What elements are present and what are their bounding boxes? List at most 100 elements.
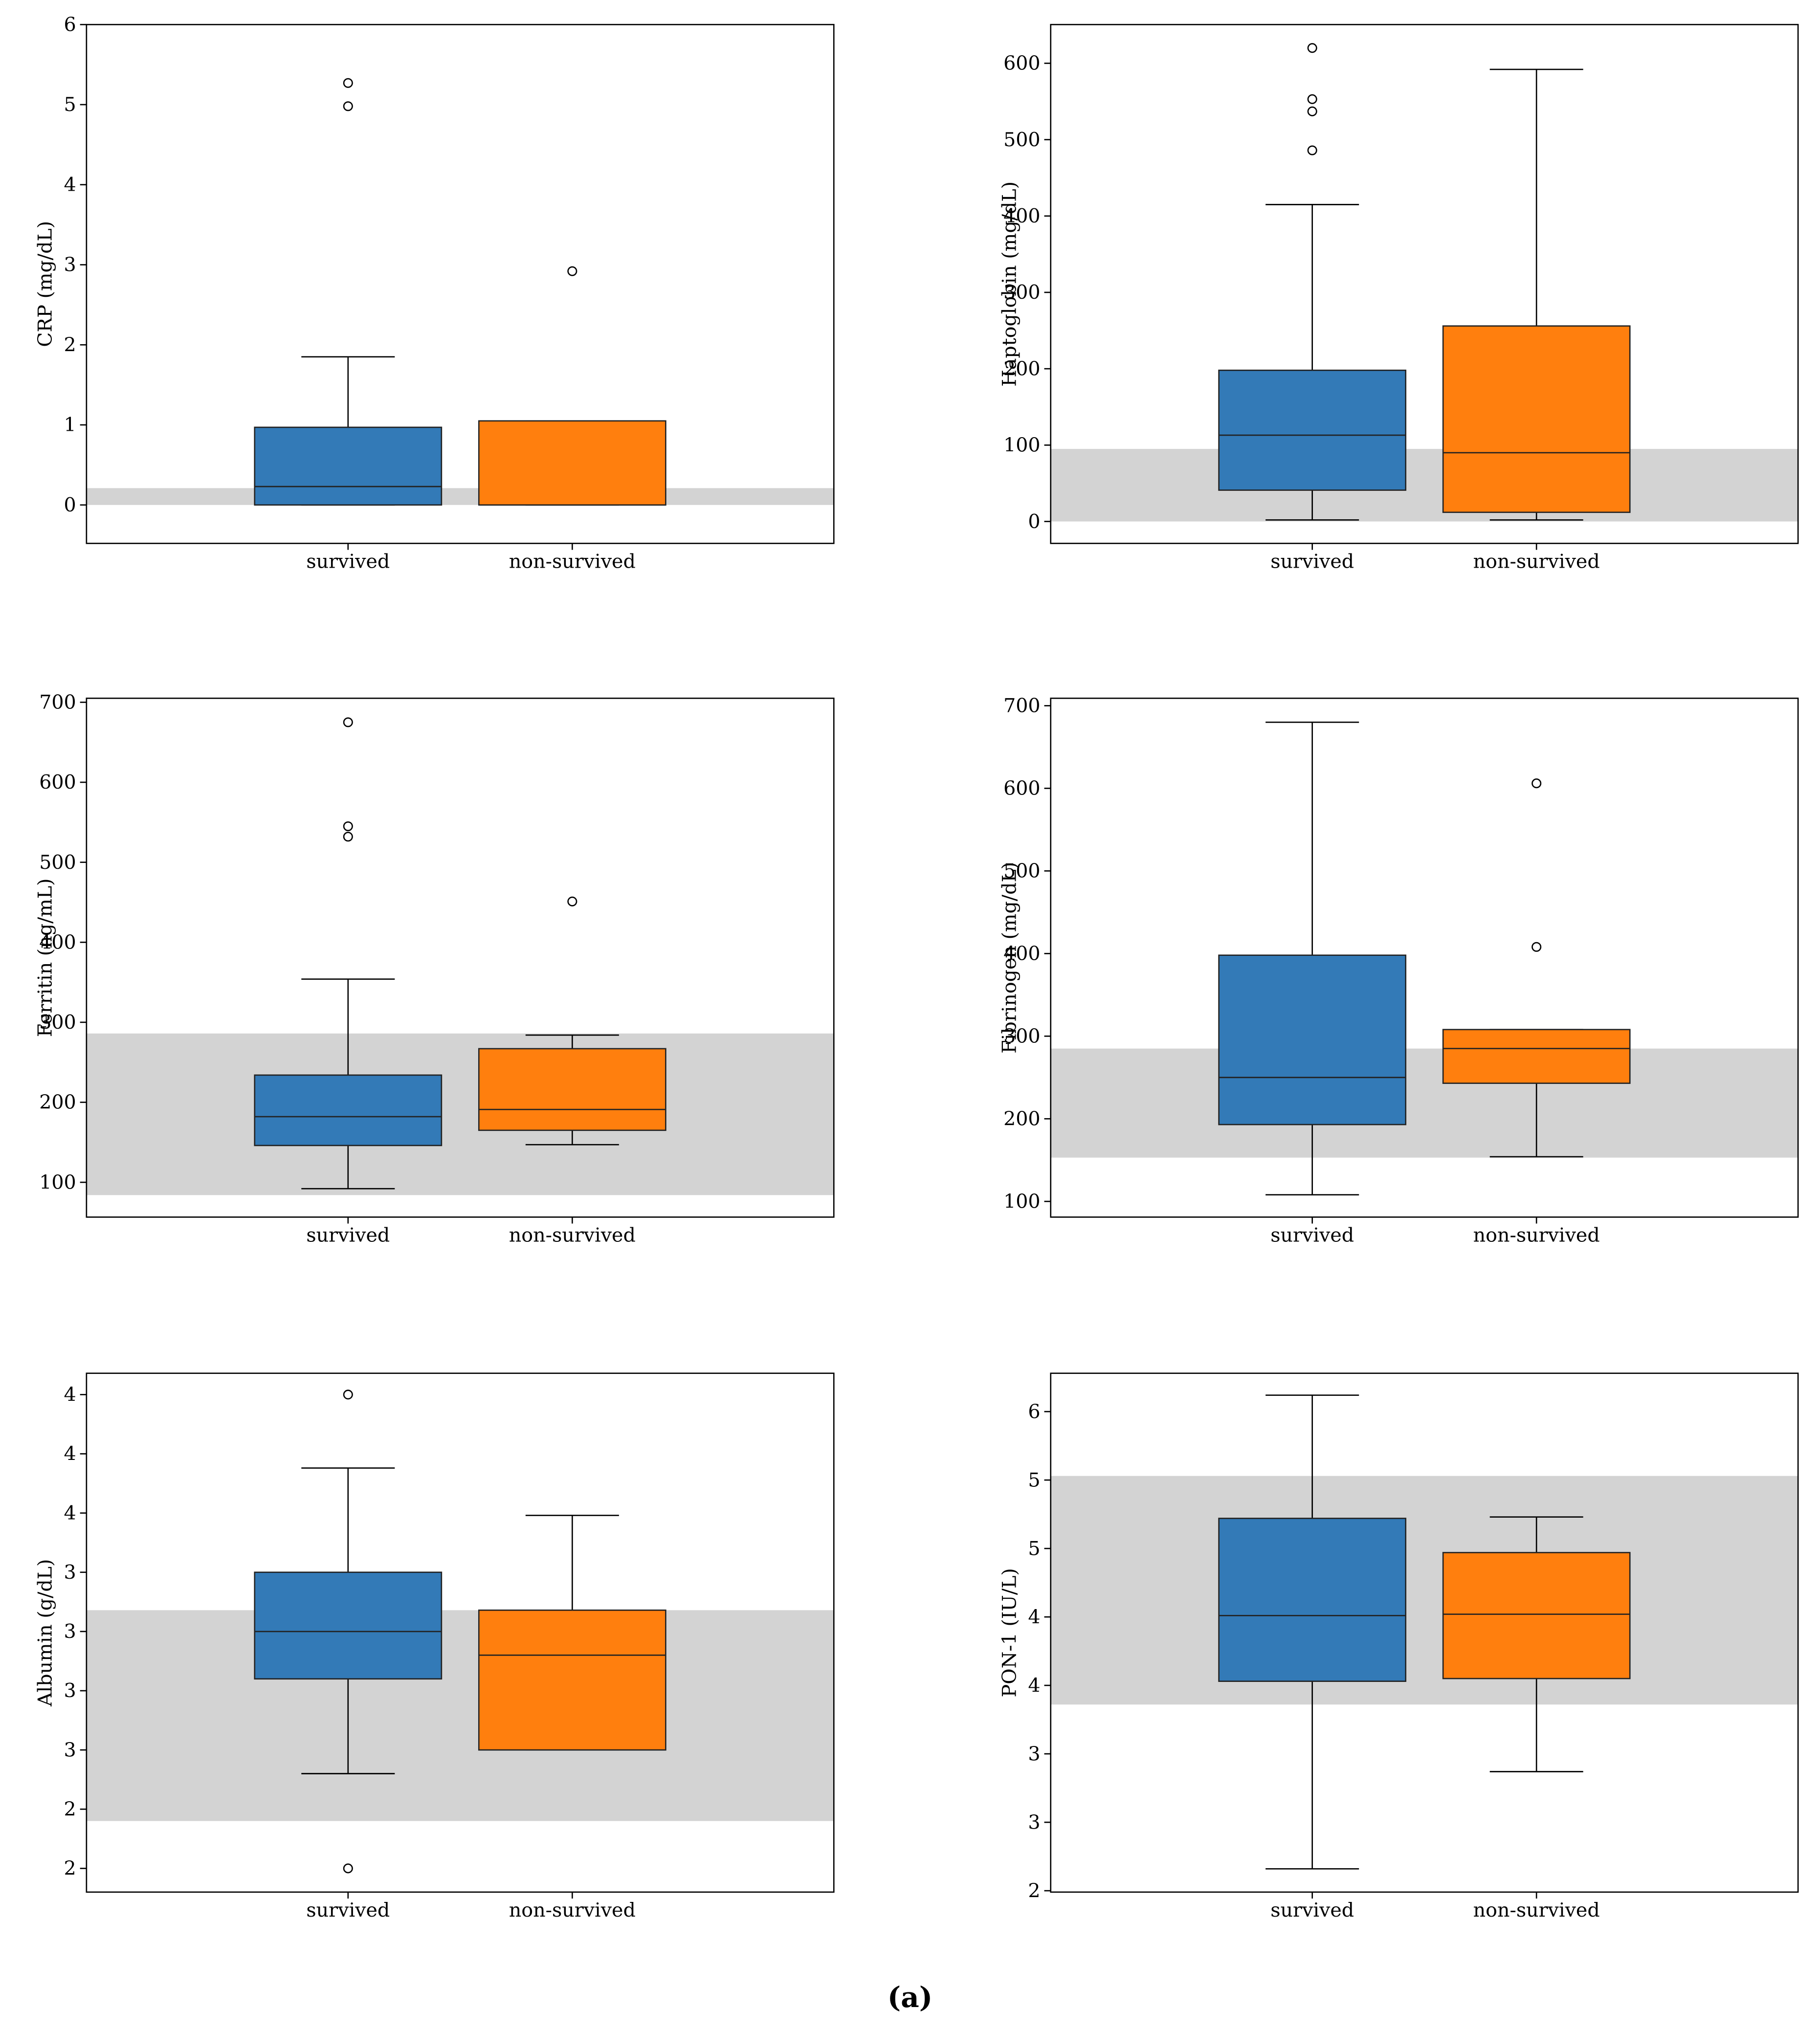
box xyxy=(478,420,666,506)
x-tick-label: survived xyxy=(1270,1899,1354,1921)
y-tick-label: 400 xyxy=(1003,205,1041,227)
flier xyxy=(343,1863,353,1874)
y-tick-label: 100 xyxy=(1003,434,1041,457)
panel: 100 200 300 400 500 600 700 Ferritin (ng/mL) sur… xyxy=(34,691,835,1246)
y-tick-label: 3 xyxy=(1028,1743,1040,1765)
y-tick-label: 300 xyxy=(1003,281,1041,304)
y-tick-label: 1 xyxy=(64,414,76,436)
flier xyxy=(567,266,577,276)
y-tick-label: 4 xyxy=(1028,1606,1040,1628)
x-tick-label: survived xyxy=(306,1899,390,1921)
y-tick-label: 5 xyxy=(64,93,76,116)
flier xyxy=(343,821,353,832)
box xyxy=(478,1609,666,1751)
flier xyxy=(1307,94,1317,104)
y-tick-label: 6 xyxy=(1028,1400,1040,1423)
y-tick-label: 700 xyxy=(39,691,76,714)
box xyxy=(254,426,443,506)
box xyxy=(1218,1518,1407,1682)
y-tick-label: 500 xyxy=(1003,860,1041,883)
panel: 2 2 3 3 3 3 4 4 4 Albumin (g/dL) survived non-survi… xyxy=(34,1372,835,1921)
y-tick-label: 700 xyxy=(1003,695,1041,717)
flier xyxy=(567,896,577,906)
y-axis-label: Haptoglobin (mg/dL) xyxy=(998,181,1021,387)
plot-frame xyxy=(1050,23,1799,544)
flier xyxy=(1531,778,1542,789)
y-tick-label: 200 xyxy=(39,1091,76,1114)
y-axis-label: Albumin (g/dL) xyxy=(34,1559,57,1707)
x-tick-label: non-survived xyxy=(1473,1224,1600,1246)
y-tick-label: 500 xyxy=(39,851,76,874)
box xyxy=(1218,954,1407,1126)
x-tick-label: non-survived xyxy=(509,1224,636,1246)
reference-band xyxy=(1050,1048,1798,1158)
y-tick-label: 5 xyxy=(1028,1469,1040,1491)
y-tick-label: 0 xyxy=(64,494,76,516)
y-tick-label: 3 xyxy=(64,1620,76,1643)
plot-frame xyxy=(1050,1372,1799,1893)
y-tick-label: 600 xyxy=(1003,777,1041,800)
flier xyxy=(1307,145,1317,155)
y-tick-label: 3 xyxy=(64,1561,76,1584)
y-tick-label: 2 xyxy=(1028,1879,1040,1902)
y-tick-label: 2 xyxy=(64,1798,76,1821)
y-axis-label: CRP (mg/dL) xyxy=(34,221,57,347)
panel: 2 3 3 4 4 5 5 6 PON-1 (IU/L) survived non-survived xyxy=(998,1372,1799,1921)
reference-band xyxy=(86,1033,834,1195)
caption: (a) xyxy=(888,1980,933,2014)
reference-band xyxy=(86,488,834,505)
y-tick-label: 400 xyxy=(39,931,76,953)
plot-frame xyxy=(86,697,835,1218)
flier xyxy=(1307,106,1317,116)
plot-frame xyxy=(1050,697,1799,1218)
y-tick-label: 3 xyxy=(1028,1811,1040,1833)
y-tick-label: 400 xyxy=(1003,942,1041,965)
x-tick-label: non-survived xyxy=(509,551,636,573)
flier xyxy=(343,101,353,111)
x-tick-label: non-survived xyxy=(509,1899,636,1921)
y-tick-label: 600 xyxy=(1003,52,1041,75)
panel: 100 200 300 400 500 600 700 Fibrinogen (mg/dL) s… xyxy=(998,695,1799,1246)
box xyxy=(478,1048,666,1131)
box xyxy=(254,1571,443,1680)
x-tick-label: survived xyxy=(306,551,390,573)
y-tick-label: 4 xyxy=(64,1443,76,1465)
y-tick-label: 200 xyxy=(1003,1107,1041,1130)
plot-frame xyxy=(86,23,835,544)
panel: 0 1 2 3 4 5 6 CRP (mg/dL) survived non-survived xyxy=(34,13,835,573)
y-tick-label: 600 xyxy=(39,771,76,794)
reference-band xyxy=(1050,449,1798,522)
y-tick-label: 4 xyxy=(1028,1674,1040,1697)
flier xyxy=(343,717,353,728)
y-tick-label: 6 xyxy=(64,13,76,36)
y-tick-label: 4 xyxy=(64,1502,76,1524)
y-tick-label: 3 xyxy=(64,1739,76,1761)
box xyxy=(1442,1552,1631,1679)
box xyxy=(1442,1029,1631,1084)
reference-band xyxy=(1050,1476,1798,1705)
x-tick-label: non-survived xyxy=(1473,551,1600,573)
y-tick-label: 3 xyxy=(64,1679,76,1702)
box xyxy=(1442,325,1631,513)
flier xyxy=(343,78,353,88)
y-tick-label: 300 xyxy=(39,1011,76,1034)
y-axis-label: PON-1 (IU/L) xyxy=(998,1568,1021,1697)
y-tick-label: 4 xyxy=(64,174,76,196)
y-tick-label: 300 xyxy=(1003,1025,1041,1047)
y-tick-label: 2 xyxy=(64,333,76,356)
y-tick-label: 4 xyxy=(64,1384,76,1406)
flier xyxy=(1307,43,1317,53)
x-tick-label: survived xyxy=(1270,1224,1354,1246)
y-tick-label: 100 xyxy=(39,1171,76,1193)
box xyxy=(254,1074,443,1147)
y-tick-label: 200 xyxy=(1003,357,1041,380)
x-tick-label: survived xyxy=(306,1224,390,1246)
flier xyxy=(343,1390,353,1400)
reference-band xyxy=(86,1610,834,1821)
y-axis-label: Fibrinogen (mg/dL) xyxy=(998,862,1021,1054)
flier xyxy=(343,832,353,842)
y-tick-label: 0 xyxy=(1028,510,1040,533)
y-tick-label: 500 xyxy=(1003,129,1041,151)
